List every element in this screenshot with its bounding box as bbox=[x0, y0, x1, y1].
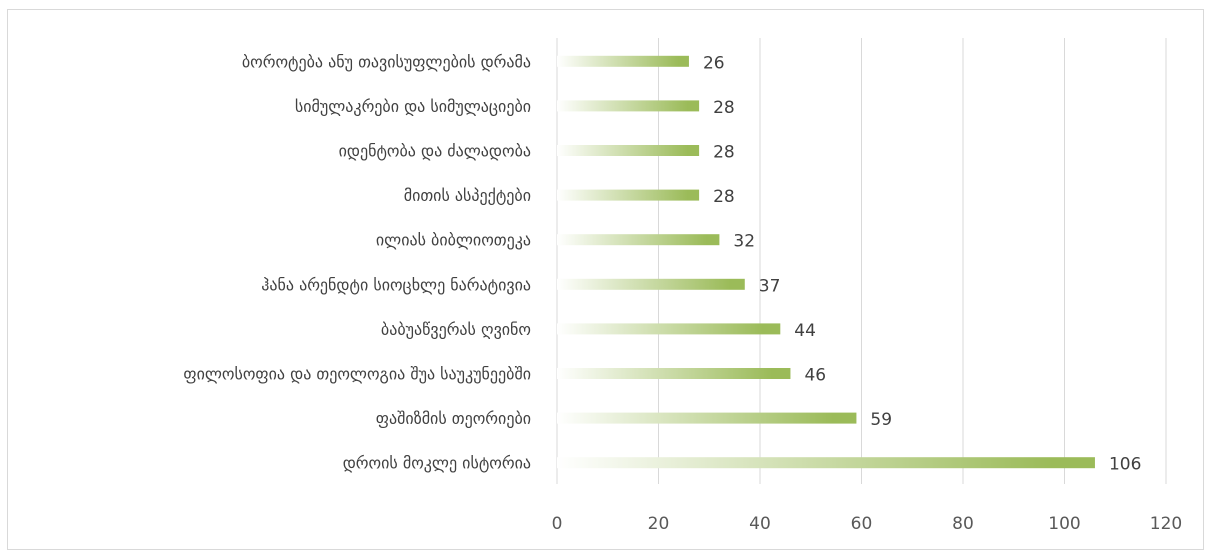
data-label: 28 bbox=[713, 98, 735, 118]
data-label: 26 bbox=[703, 53, 725, 73]
data-label: 28 bbox=[713, 187, 735, 207]
x-tick-label: 120 bbox=[1150, 514, 1182, 534]
data-label: 46 bbox=[804, 366, 826, 386]
bar bbox=[557, 368, 791, 379]
bar bbox=[557, 234, 720, 246]
x-tick-label: 100 bbox=[1048, 514, 1080, 534]
bar bbox=[557, 100, 700, 112]
data-label: 32 bbox=[733, 232, 755, 252]
data-label: 37 bbox=[759, 276, 781, 296]
category-label: დროის მოკლე ისტორია bbox=[343, 454, 531, 473]
bar bbox=[557, 55, 689, 67]
data-labels: 26 28 28 28 32 37 44 46 59 106 bbox=[703, 53, 1141, 474]
gridlines bbox=[556, 38, 1167, 484]
category-label: ფილოსოფია და თეოლოგია შუა საუკუნეებში bbox=[183, 365, 531, 384]
category-label: მითის ასპექტები bbox=[404, 186, 531, 205]
x-tick-label: 20 bbox=[648, 514, 670, 534]
x-tick-label: 40 bbox=[749, 514, 771, 534]
data-label: 106 bbox=[1109, 455, 1141, 475]
bar bbox=[557, 278, 745, 290]
x-tick-label: 80 bbox=[952, 514, 974, 534]
category-label: სიმულაკრები და სიმულაციები bbox=[295, 97, 531, 116]
data-label: 59 bbox=[870, 410, 892, 430]
bar bbox=[557, 412, 857, 424]
category-label: ბაბუაწვერას ღვინო bbox=[381, 320, 531, 339]
x-tick-label: 60 bbox=[851, 514, 873, 534]
bars bbox=[557, 55, 1095, 469]
category-label: ჰანა არენდტი სიოცხლე ნარატივია bbox=[261, 275, 531, 294]
category-labels: ბოროტება ანუ თავისუფლების დრამა სიმულაკრე… bbox=[183, 52, 531, 472]
bar bbox=[557, 145, 700, 156]
category-label: ბოროტება ანუ თავისუფლების დრამა bbox=[242, 52, 531, 71]
category-label: იდენტობა და ძალადობა bbox=[339, 142, 531, 161]
x-axis-ticks: 0 20 40 60 80 100 120 bbox=[552, 514, 1183, 534]
data-label: 44 bbox=[794, 321, 816, 341]
data-label: 28 bbox=[713, 143, 735, 163]
bar bbox=[557, 323, 781, 335]
x-tick-label: 0 bbox=[552, 514, 563, 534]
bar bbox=[557, 457, 1095, 469]
category-label: ფაშიზმის თეორიები bbox=[376, 409, 531, 428]
bar bbox=[557, 189, 700, 201]
category-label: ილიას ბიბლიოთეკა bbox=[376, 231, 531, 250]
